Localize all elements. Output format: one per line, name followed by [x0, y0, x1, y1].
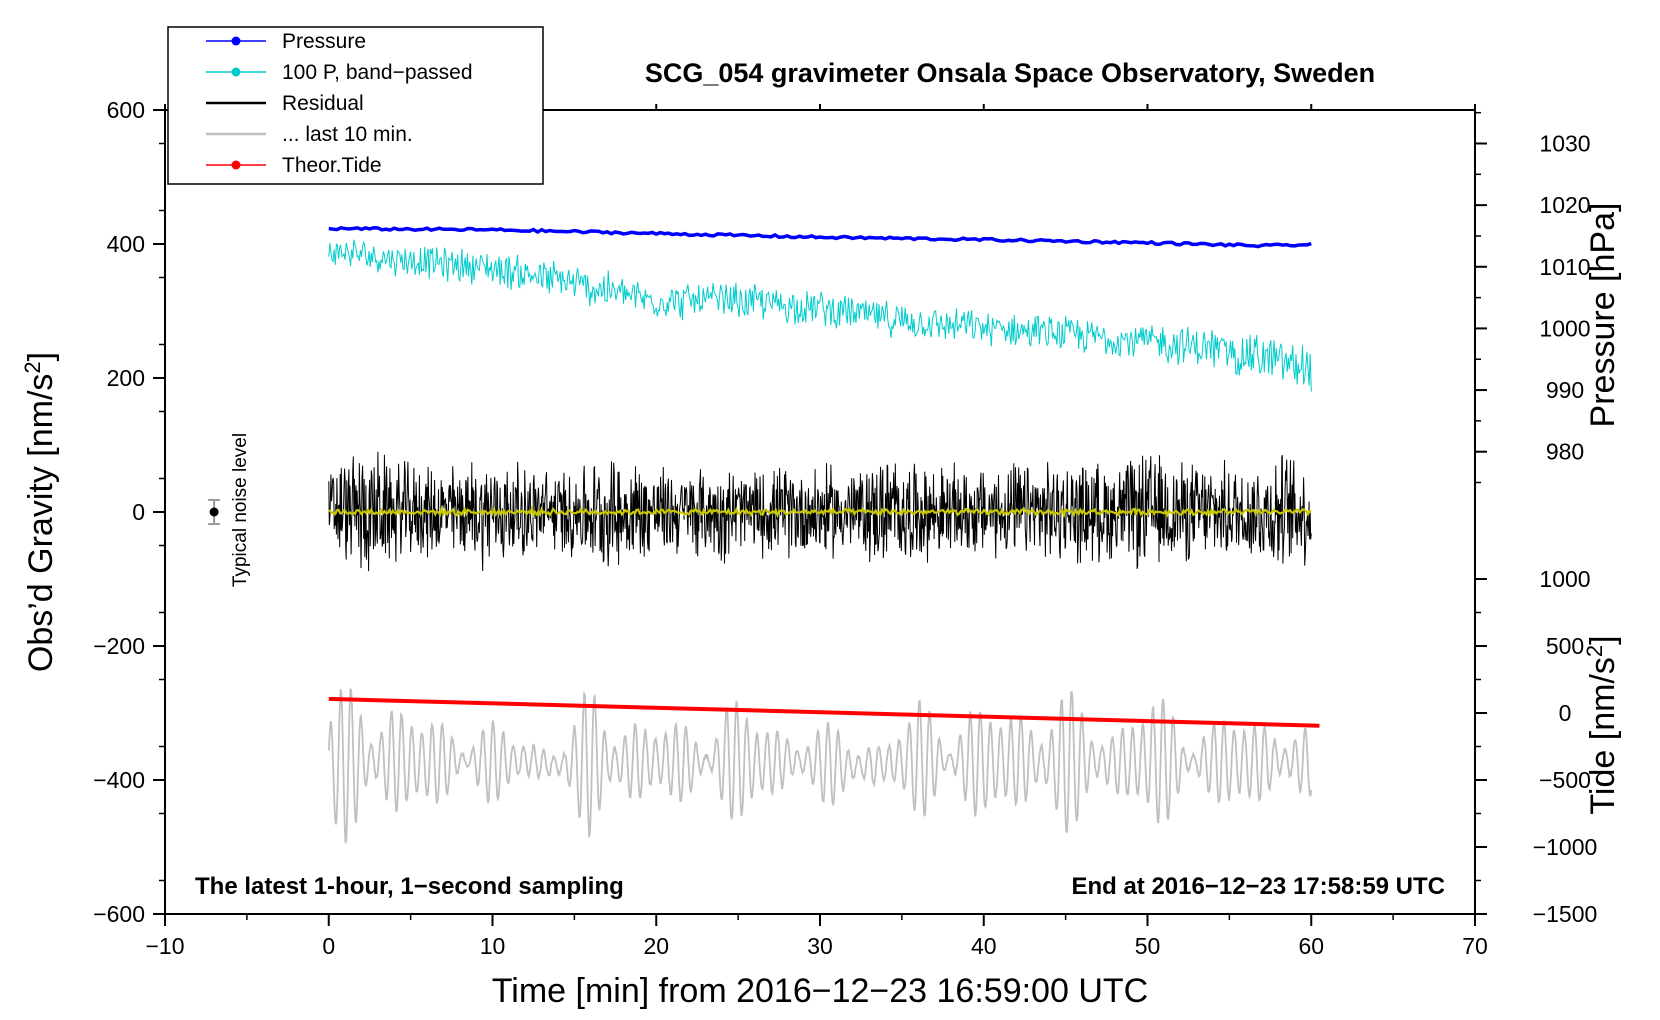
- series-layer: [327, 225, 1320, 844]
- x-tick-label: 30: [807, 933, 833, 959]
- legend-marker-pressure: [231, 36, 241, 46]
- x-tick-label: 50: [1135, 933, 1161, 959]
- y-axis-title-gravity-text: Obs’d Gravity [nm/s: [22, 374, 60, 673]
- tide-tick-label: 500: [1546, 633, 1584, 659]
- tide-tick-label: 0: [1559, 700, 1572, 726]
- legend-marker-100-p-band-passed: [231, 67, 241, 77]
- noise-level-dot: [209, 507, 219, 517]
- legend: Pressure 100 P, band−passed Residual ... la…: [167, 26, 544, 185]
- x-tick-label: 0: [322, 933, 335, 959]
- pressure-tick-label: 1000: [1539, 315, 1590, 341]
- x-tick-label: 20: [643, 933, 669, 959]
- y-tick-label: 200: [107, 365, 145, 391]
- tick-layer: [153, 104, 1487, 926]
- y-axis-title-tide: Tide [nm/s2]: [1582, 635, 1622, 814]
- y-axis-title-tide-sup: 2: [1582, 645, 1607, 657]
- series-line-pressure: [328, 225, 1312, 249]
- y-axis-title-pressure: Pressure [hPa]: [1584, 203, 1622, 428]
- x-tick-label: −10: [145, 933, 184, 959]
- y-axis-title-gravity-end: ]: [22, 352, 60, 361]
- y-tick-label: 0: [132, 499, 145, 525]
- annotation-left: The latest 1-hour, 1−second sampling: [195, 873, 624, 900]
- legend-entries: Pressure 100 P, band−passed Residual ... la…: [206, 30, 473, 177]
- pressure-tick-label: 1020: [1539, 192, 1590, 218]
- legend-label-100-p-band-passed: 100 P, band−passed: [282, 61, 473, 84]
- noise-level-label: Typical noise level: [230, 433, 251, 587]
- x-tick-label: 60: [1298, 933, 1324, 959]
- noise-level-marker: Typical noise level: [208, 433, 251, 587]
- legend-label-theor-tide: Theor.Tide: [282, 154, 382, 177]
- y-tick-label: −200: [93, 633, 145, 659]
- legend-label-residual: Residual: [282, 92, 364, 115]
- pressure-tick-label: 1010: [1539, 254, 1590, 280]
- series-line-residual-smoothed: [328, 505, 1312, 519]
- series-line-theor-tide: [328, 696, 1320, 728]
- annotation-right: End at 2016−12−23 17:58:59 UTC: [1071, 873, 1445, 900]
- legend-label-last-10-min: ... last 10 min.: [282, 123, 413, 146]
- x-tick-label: 70: [1462, 933, 1488, 959]
- tide-tick-label: 1000: [1539, 566, 1590, 592]
- series-line-100-p-band-passed: [328, 239, 1312, 392]
- tide-tick-label: −500: [1539, 767, 1591, 793]
- legend-box: [167, 26, 544, 185]
- y-axis-title-tide-end: ]: [1584, 635, 1622, 644]
- tide-tick-label: −1500: [1533, 901, 1598, 927]
- y-axis-title-gravity: Obs’d Gravity [nm/s2]: [20, 352, 60, 672]
- pressure-tick-label: 1030: [1539, 131, 1590, 157]
- y-axis-title-tide-text: Tide [nm/s: [1584, 657, 1622, 814]
- y-tick-label: 600: [107, 97, 145, 123]
- tide-tick-label: −1000: [1533, 834, 1598, 860]
- legend-marker-theor-tide: [231, 160, 241, 170]
- chart-title: SCG_054 gravimeter Onsala Space Observat…: [645, 58, 1375, 88]
- y-tick-label: −600: [93, 901, 145, 927]
- y-axis-title-gravity-sup: 2: [20, 361, 45, 373]
- label-layer: −10 0 10 20 30 40 50 60 70−600−400−2000200400600…: [93, 97, 1597, 959]
- pressure-tick-label: 990: [1546, 377, 1584, 403]
- y-tick-label: −400: [93, 767, 145, 793]
- series-line-residual: [328, 451, 1312, 572]
- legend-label-pressure: Pressure: [282, 30, 366, 53]
- x-axis-title: Time [min] from 2016−12−23 16:59:00 UTC: [492, 972, 1148, 1010]
- series-line-last-10-min: [327, 687, 1313, 844]
- y-tick-label: 400: [107, 231, 145, 257]
- x-tick-label: 10: [480, 933, 506, 959]
- x-tick-label: 40: [971, 933, 997, 959]
- pressure-tick-label: 980: [1546, 439, 1584, 465]
